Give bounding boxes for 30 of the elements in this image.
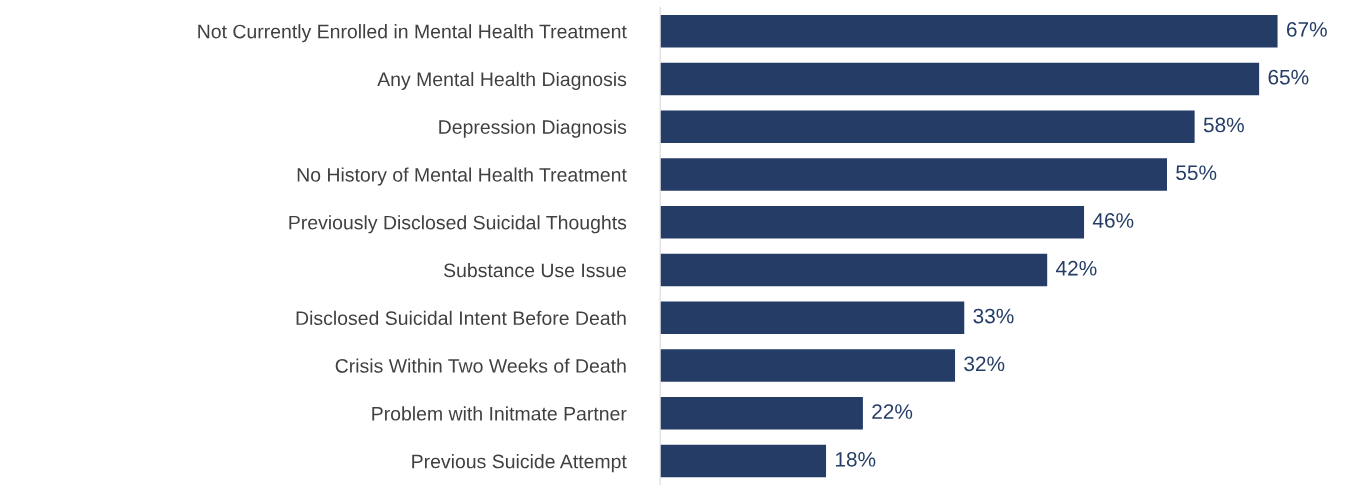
- data-label: 58%: [1203, 117, 1244, 133]
- y-tick-label: Not Currently Enrolled in Mental Health Treatment: [198, 24, 627, 43]
- data-label: 18%: [835, 451, 876, 467]
- bar: [660, 206, 1085, 239]
- bar: [660, 301, 965, 335]
- y-tick-label: No History of Mental Health Treatment: [297, 167, 627, 186]
- bar: [660, 397, 863, 430]
- bar: [660, 62, 1260, 96]
- bar: [660, 110, 1195, 143]
- y-tick-label: Problem with Initmate Partner: [372, 406, 627, 421]
- y-tick-label: Depression Diagnosis: [439, 119, 627, 138]
- y-tick-label: Crisis Within Two Weeks of Death: [335, 358, 626, 373]
- data-label: 46%: [1092, 213, 1134, 228]
- y-tick-label: Substance Use Issue: [443, 262, 626, 278]
- data-label: 22%: [872, 404, 913, 419]
- y-tick-label: Previous Suicide Attempt: [412, 454, 627, 473]
- y-tick-label: Disclosed Suicidal Intent Before Death: [296, 310, 626, 326]
- data-label: 67%: [1286, 22, 1327, 37]
- y-tick-label: Previously Disclosed Suicidal Thoughts: [289, 215, 627, 234]
- data-label: 32%: [964, 356, 1005, 372]
- y-tick-label: Any Mental Health Diagnosis: [377, 71, 627, 91]
- data-label: 42%: [1056, 260, 1097, 276]
- data-label: 65%: [1268, 69, 1309, 85]
- data-label: 33%: [973, 308, 1014, 324]
- bar: [660, 158, 1167, 191]
- bar: [660, 14, 1278, 48]
- bar: [660, 253, 1048, 287]
- bar: [660, 349, 956, 382]
- bar: [660, 444, 827, 478]
- data-label: 55%: [1176, 165, 1217, 181]
